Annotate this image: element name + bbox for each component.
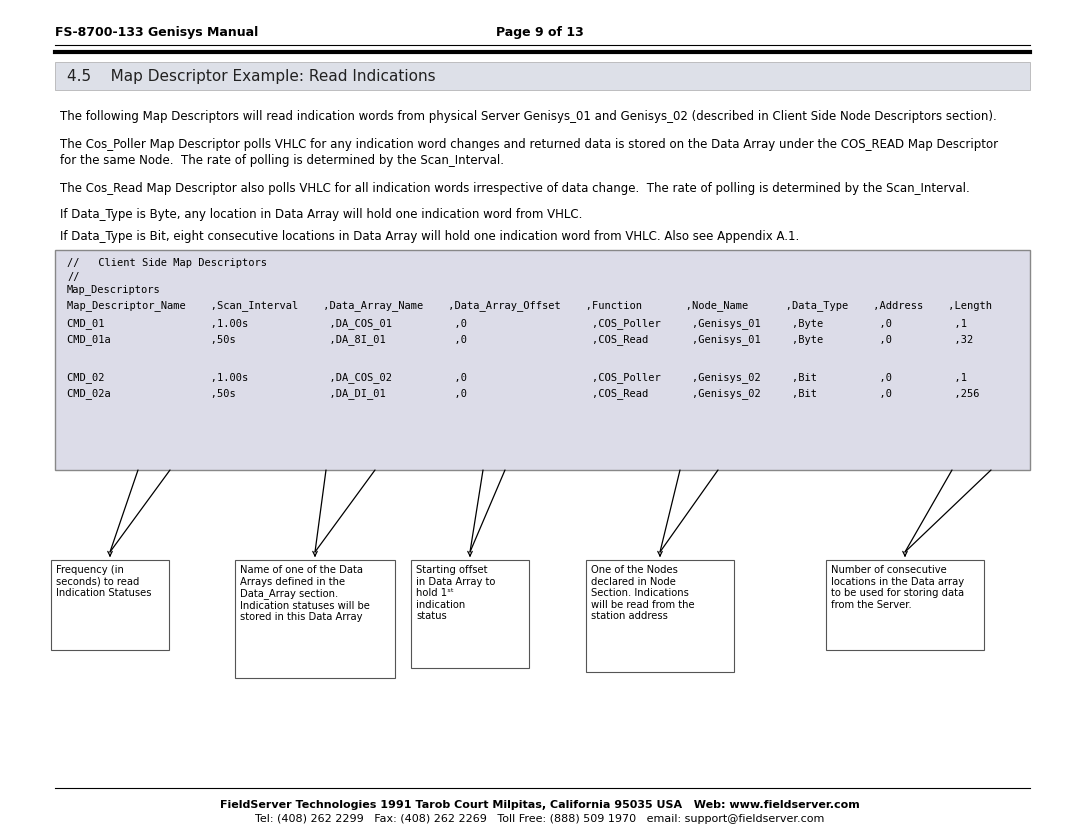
Bar [235,560,395,678]
Text: //: // [67,272,80,282]
Text: If Data_Type is Byte, any location in Data Array will hold one indication word f: If Data_Type is Byte, any location in Da… [60,208,582,221]
Text: Name of one of the Data
Arrays defined in the
Data_Array section.
Indication sta: Name of one of the Data Arrays defined i… [240,565,369,622]
Text: CMD_02                 ,1.00s             ,DA_COS_02          ,0                : CMD_02 ,1.00s ,DA_COS_02 ,0 [67,372,967,383]
Text: for the same Node.  The rate of polling is determined by the Scan_Interval.: for the same Node. The rate of polling i… [60,154,504,167]
Text: If Data_Type is Bit, eight consecutive locations in Data Array will hold one ind: If Data_Type is Bit, eight consecutive l… [60,230,799,243]
Text: 4.5    Map Descriptor Example: Read Indications: 4.5 Map Descriptor Example: Read Indicat… [67,68,435,83]
Text: The following Map Descriptors will read indication words from physical Server Ge: The following Map Descriptors will read … [60,110,997,123]
Text: The Cos_Poller Map Descriptor polls VHLC for any indication word changes and ret: The Cos_Poller Map Descriptor polls VHLC… [60,138,998,151]
Bar [55,62,1030,90]
Bar [55,250,1030,470]
Text: Starting offset
in Data Array to
hold 1ˢᵗ
indication
status: Starting offset in Data Array to hold 1ˢ… [416,565,496,621]
Text: Number of consecutive
locations in the Data array
to be used for storing data
fr: Number of consecutive locations in the D… [831,565,964,610]
Text: //   Client Side Map Descriptors: // Client Side Map Descriptors [67,258,267,268]
Text: Page 9 of 13: Page 9 of 13 [496,26,584,38]
Text: Frequency (in
seconds) to read
Indication Statuses: Frequency (in seconds) to read Indicatio… [56,565,151,598]
Text: Map_Descriptor_Name    ,Scan_Interval    ,Data_Array_Name    ,Data_Array_Offset : Map_Descriptor_Name ,Scan_Interval ,Data… [67,300,993,311]
Text: FS-8700-133 Genisys Manual: FS-8700-133 Genisys Manual [55,26,258,38]
Text: CMD_02a                ,50s               ,DA_DI_01           ,0                : CMD_02a ,50s ,DA_DI_01 ,0 [67,388,980,399]
Text: Tel: (408) 262 2299   Fax: (408) 262 2269   Toll Free: (888) 509 1970   email: s: Tel: (408) 262 2299 Fax: (408) 262 2269 … [255,814,825,824]
Text: CMD_01                 ,1.00s             ,DA_COS_01          ,0                : CMD_01 ,1.00s ,DA_COS_01 ,0 [67,318,967,329]
Text: FieldServer Technologies 1991 Tarob Court Milpitas, California 95035 USA   Web: : FieldServer Technologies 1991 Tarob Cour… [220,800,860,810]
Bar [826,560,984,650]
Bar [411,560,529,668]
Bar [51,560,168,650]
Text: The Cos_Read Map Descriptor also polls VHLC for all indication words irrespectiv: The Cos_Read Map Descriptor also polls V… [60,182,970,195]
Bar [586,560,734,672]
Text: One of the Nodes
declared in Node
Section. Indications
will be read from the
sta: One of the Nodes declared in Node Sectio… [591,565,694,621]
Text: Map_Descriptors: Map_Descriptors [67,284,161,295]
Text: CMD_01a                ,50s               ,DA_8I_01           ,0                : CMD_01a ,50s ,DA_8I_01 ,0 [67,334,973,345]
